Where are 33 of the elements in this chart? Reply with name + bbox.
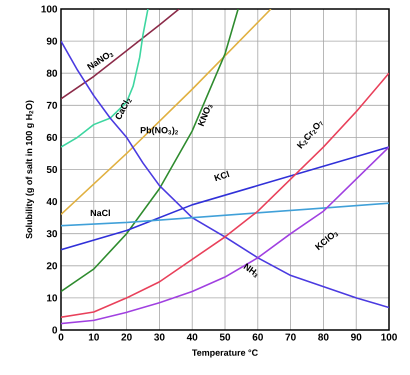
y-tick-label: 0 (52, 326, 58, 334)
y-tick-label: 80 (46, 70, 58, 77)
x-tick-label: 70 (285, 334, 296, 341)
text: KNO$_{3}$ (198, 104, 213, 126)
line-series (61, 8, 272, 216)
y-tick-label: 40 (46, 198, 58, 206)
text: K$_{2}$Cr$_{2}$O$_{7}$ (296, 121, 323, 149)
x-tick-label: 30 (154, 334, 165, 341)
x-tick-label: 100 (381, 334, 397, 341)
y-axis-title: Solubility (g of salt in 100 g H$_{2}$O) (26, 100, 34, 239)
x-tick-label: 50 (220, 334, 230, 341)
series-label: NaCl (90, 210, 110, 216)
y-tick-label: 10 (47, 294, 58, 302)
y-tick-label: 60 (46, 134, 58, 141)
x-tick-label: 60 (252, 334, 263, 341)
y-tick-label: 100 (41, 5, 58, 13)
y-tick-label: 50 (46, 166, 58, 174)
x-tick-label: 20 (121, 334, 132, 341)
y-tick-label: 90 (46, 38, 58, 45)
y-tick-label: 30 (46, 230, 58, 238)
y-tick-label: 20 (46, 262, 58, 270)
text: NH$_{3}$ (243, 263, 258, 278)
y-tick-label: 70 (46, 102, 58, 109)
text: CaCl$_{2}$ (116, 98, 132, 120)
x-tick-label: 10 (88, 334, 99, 341)
line-series (61, 8, 239, 292)
text: KCl (214, 170, 230, 182)
x-tick-label: 90 (351, 334, 362, 341)
line-series (61, 202, 390, 226)
x-tick-label: 0 (58, 334, 64, 341)
x-tick-label: 80 (318, 334, 329, 341)
x-axis-title: Temperature °C (192, 349, 258, 358)
x-tick-label: 40 (186, 334, 198, 341)
